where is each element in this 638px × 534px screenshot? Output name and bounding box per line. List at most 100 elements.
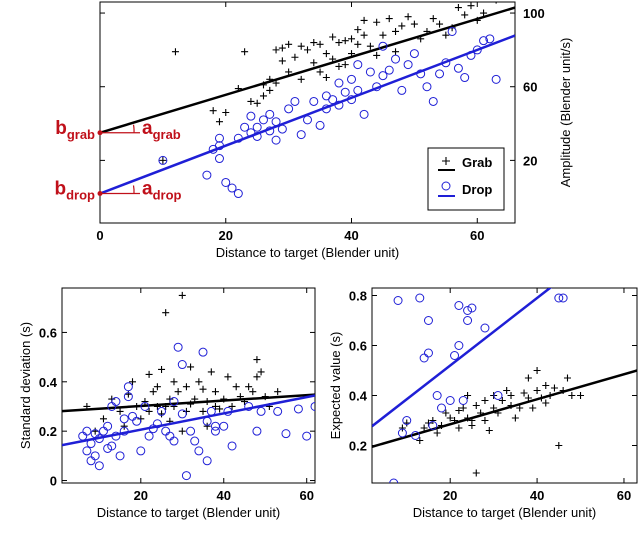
- data-point-drop: [111, 397, 121, 407]
- data-point-grab: [316, 40, 324, 48]
- data-point-grab: [468, 422, 476, 429]
- y-tick-label: 60: [523, 80, 537, 95]
- data-point-grab: [278, 57, 286, 65]
- data-point-drop: [103, 421, 113, 431]
- chart-main: 0 20 40 60 20 60 100 Distance to target (Blende…: [96, 1, 573, 260]
- data-point-drop: [227, 441, 237, 451]
- data-point-drop: [454, 301, 464, 310]
- data-point-drop: [423, 348, 433, 358]
- data-point-grab: [253, 356, 261, 364]
- data-point-drop: [157, 406, 167, 416]
- data-point-grab: [341, 61, 349, 69]
- data-point-drop: [321, 104, 331, 114]
- data-point-grab: [240, 398, 248, 406]
- data-point-grab: [455, 407, 463, 414]
- data-point-grab: [211, 388, 219, 396]
- data-point-grab: [261, 393, 269, 401]
- data-point-grab: [162, 402, 170, 410]
- data-point-drop: [479, 36, 489, 46]
- data-point-grab: [373, 18, 381, 26]
- data-point-grab: [360, 16, 368, 24]
- data-point-grab: [316, 68, 324, 76]
- data-point-grab: [423, 27, 431, 35]
- data-point-drop: [210, 426, 220, 436]
- data-point-drop: [389, 478, 399, 483]
- data-point-grab: [438, 422, 446, 429]
- data-point-grab: [171, 48, 179, 56]
- data-point-grab: [472, 402, 480, 409]
- data-point-drop: [467, 303, 477, 313]
- legend-label-grab: Grab: [462, 155, 492, 170]
- y-tick-label: 0.2: [39, 424, 57, 439]
- data-point-drop: [432, 391, 442, 400]
- data-point-drop: [447, 26, 457, 36]
- data-point-drop: [397, 428, 407, 438]
- data-point-grab: [429, 15, 437, 23]
- data-point-grab: [429, 417, 437, 424]
- data-point-grab: [149, 388, 157, 396]
- data-point-grab: [454, 4, 462, 12]
- data-point-drop: [119, 426, 129, 436]
- plot-frame: [61, 287, 316, 484]
- data-point-grab: [274, 388, 282, 396]
- data-point-grab: [577, 392, 585, 399]
- data-point-grab: [291, 53, 299, 61]
- data-point-grab: [145, 370, 153, 378]
- data-point-grab: [503, 387, 511, 394]
- data-point-grab: [451, 417, 459, 424]
- data-point-grab: [485, 427, 493, 434]
- data-point-grab: [329, 55, 337, 63]
- data-point-drop: [107, 441, 117, 451]
- data-point-drop: [82, 426, 92, 436]
- data-point-drop: [190, 436, 200, 446]
- legend-label-drop: Drop: [462, 182, 492, 197]
- data-point-grab: [524, 374, 532, 382]
- data-point-drop: [384, 65, 394, 75]
- data-point-grab: [550, 384, 558, 392]
- data-point-grab: [203, 422, 211, 430]
- data-point-grab: [145, 407, 153, 415]
- data-point-drop: [458, 396, 468, 405]
- data-point-drop: [169, 397, 179, 407]
- fit-annotations: bgrab agrab bdrop adrop: [55, 118, 182, 203]
- y-tick-label: 0: [50, 474, 57, 489]
- data-point-drop: [227, 183, 237, 193]
- data-point-drop: [86, 456, 96, 466]
- data-point-grab: [403, 419, 411, 427]
- data-point-drop: [194, 446, 204, 456]
- data-point-drop: [98, 426, 108, 436]
- data-point-grab: [533, 367, 541, 374]
- data-point-grab: [490, 404, 498, 412]
- data-point-grab: [215, 118, 223, 126]
- data-point-grab: [162, 309, 170, 317]
- data-point-drop: [115, 451, 125, 461]
- data-point-drop: [221, 177, 231, 187]
- data-point-drop: [353, 85, 363, 95]
- data-point-grab: [533, 387, 541, 394]
- data-point-grab: [459, 404, 467, 412]
- data-point-grab: [348, 50, 356, 58]
- label-a-drop: adrop: [142, 179, 182, 203]
- y-tick-label: 0.4: [349, 389, 368, 404]
- data-point-drop: [246, 111, 256, 121]
- data-point-grab: [379, 31, 387, 39]
- data-point-drop: [334, 78, 344, 88]
- data-point-drop: [422, 82, 432, 92]
- data-point-drop: [177, 360, 187, 370]
- data-point-drop: [480, 323, 490, 333]
- y-tick-label: 0.2: [349, 439, 367, 454]
- data-point-grab: [187, 400, 195, 408]
- data-point-grab: [216, 405, 224, 413]
- data-point-drop: [82, 446, 92, 456]
- angle-arc-grab: [132, 124, 135, 133]
- data-point-grab: [170, 402, 178, 410]
- data-point-grab: [178, 427, 186, 435]
- legend-box: [427, 147, 505, 211]
- plot-data: [100, 2, 515, 199]
- data-point-grab: [187, 363, 195, 371]
- data-point-drop: [453, 63, 463, 73]
- data-point-drop: [158, 155, 168, 165]
- data-point-drop: [463, 306, 473, 315]
- data-point-grab: [341, 37, 349, 45]
- y-tick-label: 20: [523, 153, 537, 168]
